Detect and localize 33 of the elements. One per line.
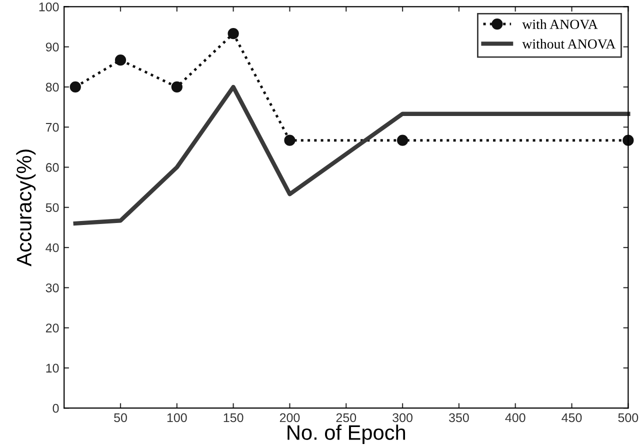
x-tick-label: 150	[224, 413, 244, 422]
x-tick-label: 300	[392, 413, 412, 422]
x-tick-label: 250	[336, 413, 356, 422]
x-tick-label: 50	[114, 413, 127, 422]
y-tick-label: 30	[46, 283, 59, 292]
y-tick-label: 90	[46, 42, 59, 52]
point	[228, 28, 239, 40]
x-tick-label: 400	[505, 413, 526, 422]
x-tick-label: 100	[167, 413, 187, 422]
legend-label: with ANOVA	[522, 19, 598, 30]
point	[171, 81, 182, 93]
point	[284, 134, 296, 146]
y-tick-label: 10	[46, 364, 59, 373]
x-axis-title: No. of Epoch	[288, 424, 406, 444]
x-tick-label: 500	[618, 413, 638, 422]
line-series	[73, 84, 630, 226]
y-tick-label: 70	[46, 122, 59, 132]
point	[70, 81, 81, 93]
y-tick-label: 100	[39, 2, 59, 12]
y-tick-label: 50	[46, 203, 59, 212]
x-tick-label: 350	[449, 413, 469, 422]
y-tick-label: 20	[46, 324, 59, 332]
y-tick-label: 60	[46, 163, 59, 172]
x-tick-label: 200	[280, 413, 300, 422]
y-tick-label: 80	[46, 82, 59, 92]
y-tick-label: 40	[46, 243, 59, 252]
point	[114, 54, 126, 66]
legend-label: without ANOVA	[522, 38, 616, 49]
point	[622, 134, 634, 146]
x-tick-label: 450	[562, 413, 582, 422]
y-tick-label: 0	[52, 404, 59, 413]
point	[396, 134, 408, 146]
y-axis-title: Accuracy(%)	[16, 150, 36, 266]
